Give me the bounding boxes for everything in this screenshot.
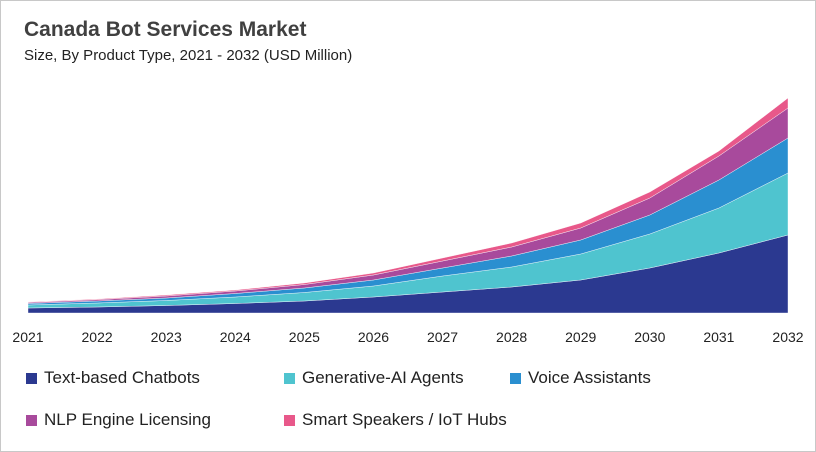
legend-label: Smart Speakers / IoT Hubs (302, 410, 507, 429)
legend-item: Generative-AI Agents (284, 368, 464, 388)
legend-label: Voice Assistants (528, 368, 651, 387)
chart-subtitle: Size, By Product Type, 2021 - 2032 (USD … (24, 47, 353, 64)
legend-swatch (510, 372, 521, 384)
legend-label: NLP Engine Licensing (44, 410, 211, 429)
x-tick-label: 2022 (82, 329, 113, 345)
area-series-4 (27, 97, 789, 303)
x-tick-label: 2030 (634, 329, 665, 345)
x-tick-label: 2023 (151, 329, 182, 345)
x-tick-label: 2028 (496, 329, 527, 345)
legend-label: Generative-AI Agents (302, 368, 464, 387)
x-tick-label: 2027 (427, 329, 458, 345)
legend-item: NLP Engine Licensing (26, 410, 211, 430)
legend-item: Text-based Chatbots (26, 368, 200, 388)
legend-item: Voice Assistants (510, 368, 651, 388)
legend-swatch (284, 414, 295, 426)
legend-item: Smart Speakers / IoT Hubs (284, 410, 507, 430)
legend-label: Text-based Chatbots (44, 368, 200, 387)
chart-title: Canada Bot Services Market (24, 18, 307, 41)
x-tick-label: 2029 (565, 329, 596, 345)
legend-swatch (284, 372, 295, 384)
x-tick-label: 2026 (358, 329, 389, 345)
x-tick-label: 2032 (772, 329, 803, 345)
x-tick-label: 2025 (289, 329, 320, 345)
legend-swatch (26, 372, 37, 384)
x-tick-label: 2021 (12, 329, 43, 345)
legend-swatch (26, 414, 37, 426)
x-tick-label: 2031 (703, 329, 734, 345)
x-tick-label: 2024 (220, 329, 251, 345)
